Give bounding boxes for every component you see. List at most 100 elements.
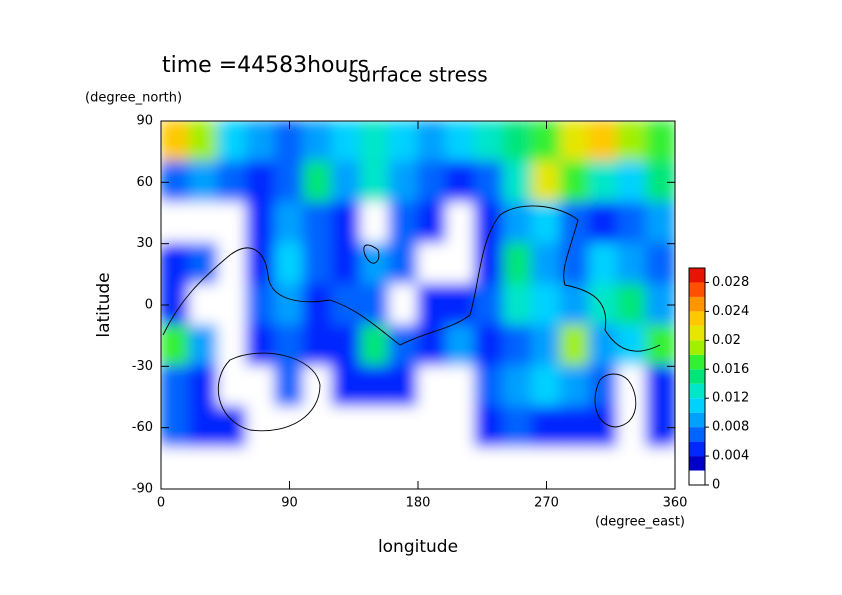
field-cell	[331, 160, 362, 204]
field-cell	[645, 121, 675, 163]
x-tick-label: 360	[663, 496, 688, 511]
field-cell	[417, 283, 448, 327]
field-cell	[559, 324, 591, 368]
field-cell	[502, 283, 534, 327]
coastline	[217, 352, 321, 432]
coastline	[363, 244, 380, 264]
y-tick-label: 90	[136, 114, 153, 129]
field-cell	[502, 324, 534, 368]
field-cell	[474, 283, 505, 327]
field-cell	[445, 447, 477, 489]
field-cell	[274, 365, 305, 409]
colorbar-swatch	[689, 456, 705, 471]
field-cell	[474, 201, 505, 245]
y-tick-label: 60	[136, 175, 153, 190]
field-cell	[474, 324, 505, 368]
field-cell	[559, 121, 591, 163]
field-cell	[474, 365, 505, 409]
field-cell	[531, 324, 562, 368]
field-cell	[245, 406, 277, 450]
time-label: time =44583hours	[162, 53, 369, 78]
field-cell	[417, 242, 448, 286]
field-cell	[588, 283, 619, 327]
field-cell	[616, 447, 648, 489]
colorbar-swatch	[689, 441, 705, 457]
coastline	[162, 205, 661, 352]
colorbar-swatch	[689, 412, 705, 428]
field-cell	[559, 447, 591, 489]
field-cell	[559, 242, 591, 286]
field-cell	[588, 201, 619, 245]
field-cell	[616, 324, 648, 368]
colorbar-swatch	[689, 369, 705, 384]
field-cell	[445, 365, 477, 409]
field-cell	[531, 406, 562, 450]
field-cell	[245, 242, 277, 286]
field-cell	[531, 160, 562, 204]
field-cell	[161, 121, 191, 163]
field-cell	[616, 160, 648, 204]
colorbar-swatch	[689, 282, 705, 297]
field-cells	[161, 121, 675, 489]
field-cell	[274, 201, 305, 245]
y-tick-label: -90	[132, 482, 153, 497]
colorbar-swatch	[689, 398, 705, 413]
field-cell	[161, 201, 191, 245]
colorbar-tick-label: 0	[712, 478, 720, 493]
field-cell	[502, 447, 534, 489]
field-cell	[445, 283, 477, 327]
field-cell	[217, 365, 248, 409]
field-cell	[217, 283, 248, 327]
field-cell	[417, 121, 448, 163]
field-cell	[531, 201, 562, 245]
field-cell	[245, 447, 277, 489]
field-cell	[302, 324, 334, 368]
field-cell	[359, 160, 391, 204]
field-cell	[188, 406, 220, 450]
field-cell	[274, 406, 305, 450]
field-cell	[417, 324, 448, 368]
field-cell	[502, 160, 534, 204]
field-cell	[302, 447, 334, 489]
colorbar-swatch	[689, 296, 705, 312]
field-cell	[359, 242, 391, 286]
y-unit: (degree_north)	[85, 91, 182, 106]
field-cell	[559, 201, 591, 245]
field-cell	[531, 242, 562, 286]
field-cell	[245, 283, 277, 327]
colorbar-tick-label: 0.012	[712, 391, 749, 406]
field-cell	[616, 406, 648, 450]
colorbar-swatch	[689, 427, 705, 442]
field-cell	[359, 283, 391, 327]
field-cell	[645, 242, 675, 286]
colorbar-tick-label: 0.008	[712, 420, 749, 435]
y-tick-label: 0	[145, 298, 153, 313]
field-cell	[331, 283, 362, 327]
field-cell	[588, 160, 619, 204]
field-cell	[502, 121, 534, 163]
field-cell	[245, 121, 277, 163]
x-tick-label: 180	[406, 496, 431, 511]
field-cell	[616, 283, 648, 327]
field-cell	[474, 242, 505, 286]
field-cell	[445, 121, 477, 163]
field-cell	[188, 447, 220, 489]
field-cell	[588, 406, 619, 450]
field-cell	[388, 201, 419, 245]
colorbar-swatch	[689, 340, 705, 355]
field-cell	[388, 283, 419, 327]
field-cell	[417, 365, 448, 409]
field-cell	[188, 201, 220, 245]
field-cell	[302, 201, 334, 245]
field-cell	[331, 242, 362, 286]
field-cell	[445, 406, 477, 450]
field-cell	[388, 365, 419, 409]
field-cell	[274, 160, 305, 204]
field-cell	[445, 201, 477, 245]
field-cell	[417, 160, 448, 204]
field-cell	[645, 201, 675, 245]
field-cell	[531, 283, 562, 327]
field-cell	[388, 160, 419, 204]
field-cell	[302, 283, 334, 327]
